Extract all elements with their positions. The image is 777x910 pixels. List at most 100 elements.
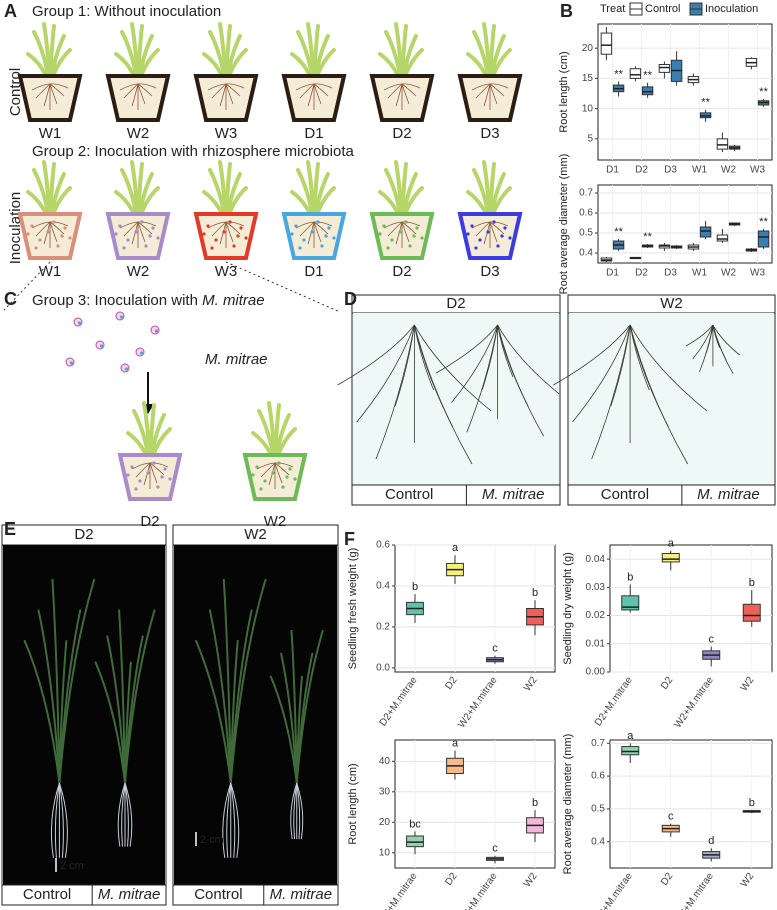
- microbe-dot: [271, 471, 275, 475]
- root-photo: [414, 324, 492, 412]
- root-photo: [481, 324, 498, 390]
- x-tick-label: W2+M.mitrae: [673, 871, 717, 910]
- microbe-dot: [263, 479, 267, 483]
- leaf-photo: [37, 609, 61, 784]
- root: [135, 462, 151, 478]
- root-photo: [451, 324, 498, 403]
- root: [295, 221, 315, 229]
- box: [699, 226, 712, 238]
- x-tick-label: W2: [721, 268, 736, 279]
- photo-label: Control: [194, 886, 242, 903]
- box-annotation: d: [708, 835, 714, 847]
- photo-label: M. mitrae: [270, 886, 333, 903]
- root: [123, 221, 139, 237]
- microbe-cell: [115, 311, 125, 321]
- x-tick-label: D2: [635, 268, 648, 279]
- microbe-dot: [210, 246, 214, 250]
- box-annotation: **: [643, 70, 652, 82]
- y-axis-title: Root average diameter (mm): [562, 734, 574, 875]
- root: [471, 221, 491, 229]
- microbe-dot: [38, 238, 42, 242]
- x-tick-label: W2: [522, 871, 540, 890]
- microbe-dot: [378, 232, 382, 236]
- microbe-cell: [65, 357, 75, 367]
- y-axis-title: Root length (cm): [558, 51, 570, 132]
- box-annotation: c: [709, 634, 715, 646]
- box-annotation: a: [627, 730, 634, 742]
- root: [137, 83, 153, 97]
- root-photo: [572, 324, 631, 423]
- group-title: Group 3: Inoculation with M. mitrae: [32, 292, 265, 309]
- box: [757, 230, 770, 248]
- leaf-photo: [118, 609, 126, 784]
- root: [313, 83, 322, 105]
- root-photo: [296, 782, 301, 840]
- microbe-dot: [151, 226, 155, 230]
- microbe-dot: [420, 236, 424, 240]
- root: [137, 221, 146, 243]
- pot-label: W3: [215, 125, 238, 142]
- microbe-dot: [320, 244, 324, 248]
- root: [401, 83, 410, 105]
- box-annotation: bc: [409, 818, 421, 830]
- y-tick-label: 15: [582, 73, 594, 84]
- microbe-core: [139, 351, 144, 355]
- microbe-dot: [202, 232, 206, 236]
- leaf-photo: [94, 661, 126, 784]
- microbe-dot: [126, 238, 130, 242]
- y-tick-label: 0.6: [579, 208, 593, 219]
- x-tick-label: D2+M.mitrae: [378, 675, 420, 729]
- panel-letter: E: [4, 519, 16, 539]
- box-annotation: c: [668, 811, 674, 823]
- microbe-dot: [60, 234, 64, 238]
- pot-label: W2: [127, 125, 150, 142]
- photo-frame: [1, 524, 167, 906]
- root: [149, 462, 169, 468]
- root: [256, 462, 276, 470]
- microbe-dot: [122, 246, 126, 250]
- microbe-dot: [232, 244, 236, 248]
- root-photo: [497, 324, 560, 395]
- box: [716, 234, 729, 242]
- box-annotation: **: [643, 231, 652, 243]
- microbe-dot: [466, 232, 470, 236]
- pot-label: W1: [39, 263, 62, 280]
- x-tick-label: D2: [443, 675, 460, 692]
- y-tick-label: 30: [379, 786, 391, 797]
- pot-label: W2: [264, 513, 287, 530]
- microbe-dot: [138, 479, 142, 483]
- x-tick-label: D2+M.mitrae: [593, 871, 635, 910]
- root-photo: [117, 782, 126, 847]
- box-annotation: **: [614, 226, 623, 238]
- root: [299, 221, 315, 237]
- root: [489, 83, 505, 97]
- photo: [569, 313, 774, 485]
- photo-label: M. mitrae: [482, 486, 545, 503]
- leaf-photo: [194, 639, 232, 784]
- root: [211, 83, 227, 99]
- y-tick-label: 0.4: [376, 581, 390, 592]
- root: [49, 83, 58, 105]
- x-tick-label: W3: [750, 268, 765, 279]
- x-tick-label: D1: [606, 268, 619, 279]
- root-photo: [58, 782, 68, 858]
- pot-label: D2: [392, 263, 411, 280]
- root: [211, 221, 227, 237]
- y-tick-label: 0.0: [376, 663, 390, 674]
- y-tick-label: 0.7: [579, 188, 593, 199]
- microbe-dot: [26, 232, 30, 236]
- microbe-dot: [34, 246, 38, 250]
- root: [295, 83, 315, 91]
- photo-frame: [351, 294, 561, 506]
- root-photo: [394, 324, 415, 407]
- y-tick-label: 0.6: [376, 540, 390, 551]
- y-tick-label: 0.01: [586, 638, 606, 649]
- root: [401, 221, 410, 243]
- root: [137, 221, 157, 227]
- root: [313, 221, 329, 235]
- microbe-dot: [140, 220, 144, 224]
- microbe-dot: [332, 236, 336, 240]
- microbe-dot: [228, 220, 232, 224]
- microbe-cell: [150, 325, 160, 335]
